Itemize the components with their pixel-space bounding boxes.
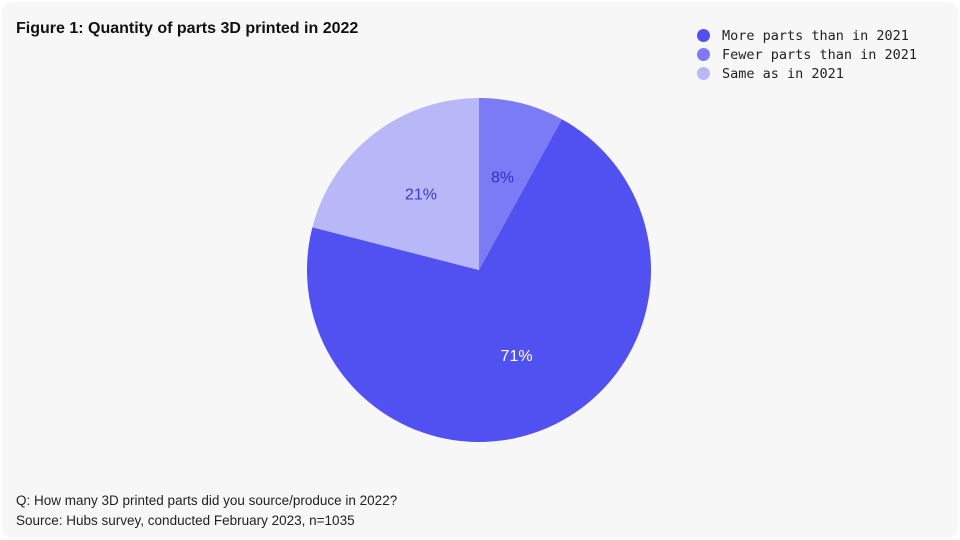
legend-item-same: Same as in 2021 — [697, 64, 917, 83]
legend-label-same: Same as in 2021 — [722, 65, 844, 82]
pie-slices — [306, 98, 651, 442]
pie-slice-more-parts-than-in-2021 — [306, 119, 651, 442]
chart-title: Figure 1: Quantity of parts 3D printed i… — [16, 20, 359, 37]
legend-swatch-fewer — [697, 48, 710, 61]
legend-item-more: More parts than in 2021 — [697, 26, 917, 45]
chart-footnote: Q: How many 3D printed parts did you sou… — [16, 491, 397, 531]
data-source: Source: Hubs survey, conducted February … — [16, 513, 355, 528]
legend-item-fewer: Fewer parts than in 2021 — [697, 45, 917, 64]
survey-question: Q: How many 3D printed parts did you sou… — [16, 493, 398, 508]
legend-swatch-same — [697, 67, 710, 80]
pie-slice-same-as-in-2021 — [312, 98, 479, 270]
legend-swatch-more — [697, 29, 710, 42]
legend-label-more: More parts than in 2021 — [722, 27, 909, 44]
pie-label-same-as-in-2021: 21% — [405, 186, 437, 203]
pie-labels: 8% 71% 21% — [405, 170, 533, 365]
chart-legend: More parts than in 2021 Fewer parts than… — [697, 26, 917, 83]
pie-slice-fewer-parts-than-in-2021 — [479, 98, 562, 270]
legend-label-fewer: Fewer parts than in 2021 — [722, 46, 918, 63]
pie-label-fewer-parts-than-in-2021: 8% — [491, 170, 514, 187]
pie-label-more-parts-than-in-2021: 71% — [501, 348, 533, 365]
